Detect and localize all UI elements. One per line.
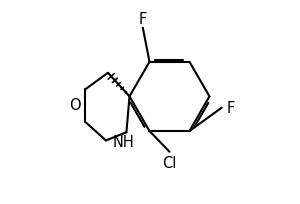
Text: F: F [139,12,147,27]
Text: F: F [227,101,235,116]
Text: O: O [69,98,81,113]
Text: Cl: Cl [162,156,177,171]
Text: NH: NH [112,134,134,149]
